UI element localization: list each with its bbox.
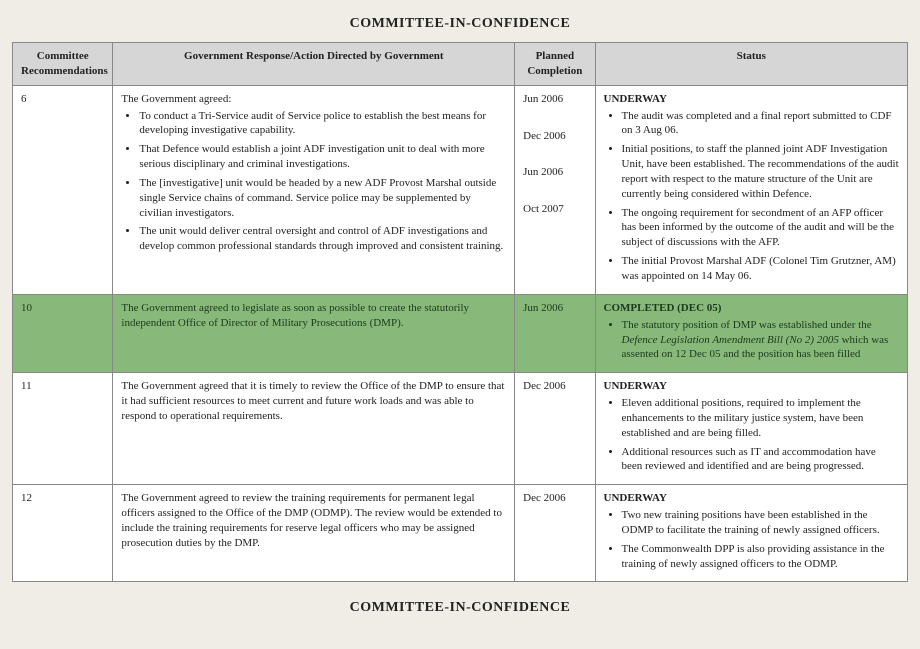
table-header-row: Committee Recommendations Government Res… bbox=[13, 43, 908, 86]
table-row: 11 The Government agreed that it is time… bbox=[13, 373, 908, 485]
status-cell: UNDERWAY The audit was completed and a f… bbox=[595, 85, 908, 294]
completion-cell: Dec 2006 bbox=[515, 373, 595, 485]
rec-number: 11 bbox=[13, 373, 113, 485]
response-cell: The Government agreed to legislate as so… bbox=[113, 294, 515, 372]
status-cell: UNDERWAY Two new training positions have… bbox=[595, 485, 908, 582]
status-item: Initial positions, to staff the planned … bbox=[622, 142, 900, 201]
completion-date: Dec 2006 bbox=[523, 129, 586, 144]
response-lead: The Government agreed: bbox=[121, 92, 506, 107]
page-footer: COMMITTEE-IN-CONFIDENCE bbox=[12, 600, 908, 616]
status-cell: COMPLETED (DEC 05) The statutory positio… bbox=[595, 294, 908, 372]
col-header-completion: Planned Completion bbox=[515, 43, 595, 86]
recommendations-table: Committee Recommendations Government Res… bbox=[12, 42, 908, 582]
col-header-response: Government Response/Action Directed by G… bbox=[113, 43, 515, 86]
status-item: Additional resources such as IT and acco… bbox=[622, 445, 900, 475]
col-header-recommendations: Committee Recommendations bbox=[13, 43, 113, 86]
col-header-status: Status bbox=[595, 43, 908, 86]
response-cell: The Government agreed to review the trai… bbox=[113, 485, 515, 582]
completion-date: Jun 2006 bbox=[523, 92, 586, 107]
status-item: The Commonwealth DPP is also providing a… bbox=[622, 542, 900, 572]
status-item: Two new training positions have been est… bbox=[622, 508, 900, 538]
table-row: 12 The Government agreed to review the t… bbox=[13, 485, 908, 582]
status-item: Eleven additional positions, required to… bbox=[622, 396, 900, 441]
completion-date: Jun 2006 bbox=[523, 165, 586, 180]
status-text-pre: The statutory position of DMP was establ… bbox=[622, 319, 872, 331]
page-header: COMMITTEE-IN-CONFIDENCE bbox=[12, 16, 908, 32]
status-heading: UNDERWAY bbox=[604, 379, 900, 394]
rec-number: 12 bbox=[13, 485, 113, 582]
completion-date: Oct 2007 bbox=[523, 202, 586, 217]
status-item: The statutory position of DMP was establ… bbox=[622, 318, 900, 363]
completion-cell: Jun 2006 bbox=[515, 294, 595, 372]
response-cell: The Government agreed that it is timely … bbox=[113, 373, 515, 485]
status-heading: UNDERWAY bbox=[604, 92, 900, 107]
response-cell: The Government agreed: To conduct a Tri-… bbox=[113, 85, 515, 294]
status-list: The statutory position of DMP was establ… bbox=[604, 318, 900, 363]
status-cell: UNDERWAY Eleven additional positions, re… bbox=[595, 373, 908, 485]
response-list: To conduct a Tri-Service audit of Servic… bbox=[121, 109, 506, 255]
status-heading: UNDERWAY bbox=[604, 491, 900, 506]
status-list: The audit was completed and a final repo… bbox=[604, 109, 900, 284]
table-row-completed: 10 The Government agreed to legislate as… bbox=[13, 294, 908, 372]
rec-number: 10 bbox=[13, 294, 113, 372]
completion-cell: Jun 2006 Dec 2006 Jun 2006 Oct 2007 bbox=[515, 85, 595, 294]
response-item: The unit would deliver central oversight… bbox=[139, 224, 506, 254]
status-list: Eleven additional positions, required to… bbox=[604, 396, 900, 474]
status-heading: COMPLETED (DEC 05) bbox=[604, 301, 900, 316]
status-item: The initial Provost Marshal ADF (Colonel… bbox=[622, 254, 900, 284]
table-row: 6 The Government agreed: To conduct a Tr… bbox=[13, 85, 908, 294]
response-item: That Defence would establish a joint ADF… bbox=[139, 142, 506, 172]
rec-number: 6 bbox=[13, 85, 113, 294]
status-item: The ongoing requirement for secondment o… bbox=[622, 206, 900, 251]
response-item: The [investigative] unit would be headed… bbox=[139, 176, 506, 221]
status-item: The audit was completed and a final repo… bbox=[622, 109, 900, 139]
completion-cell: Dec 2006 bbox=[515, 485, 595, 582]
response-item: To conduct a Tri-Service audit of Servic… bbox=[139, 109, 506, 139]
status-text-italic: Defence Legislation Amendment Bill (No 2… bbox=[622, 334, 839, 346]
status-list: Two new training positions have been est… bbox=[604, 508, 900, 571]
